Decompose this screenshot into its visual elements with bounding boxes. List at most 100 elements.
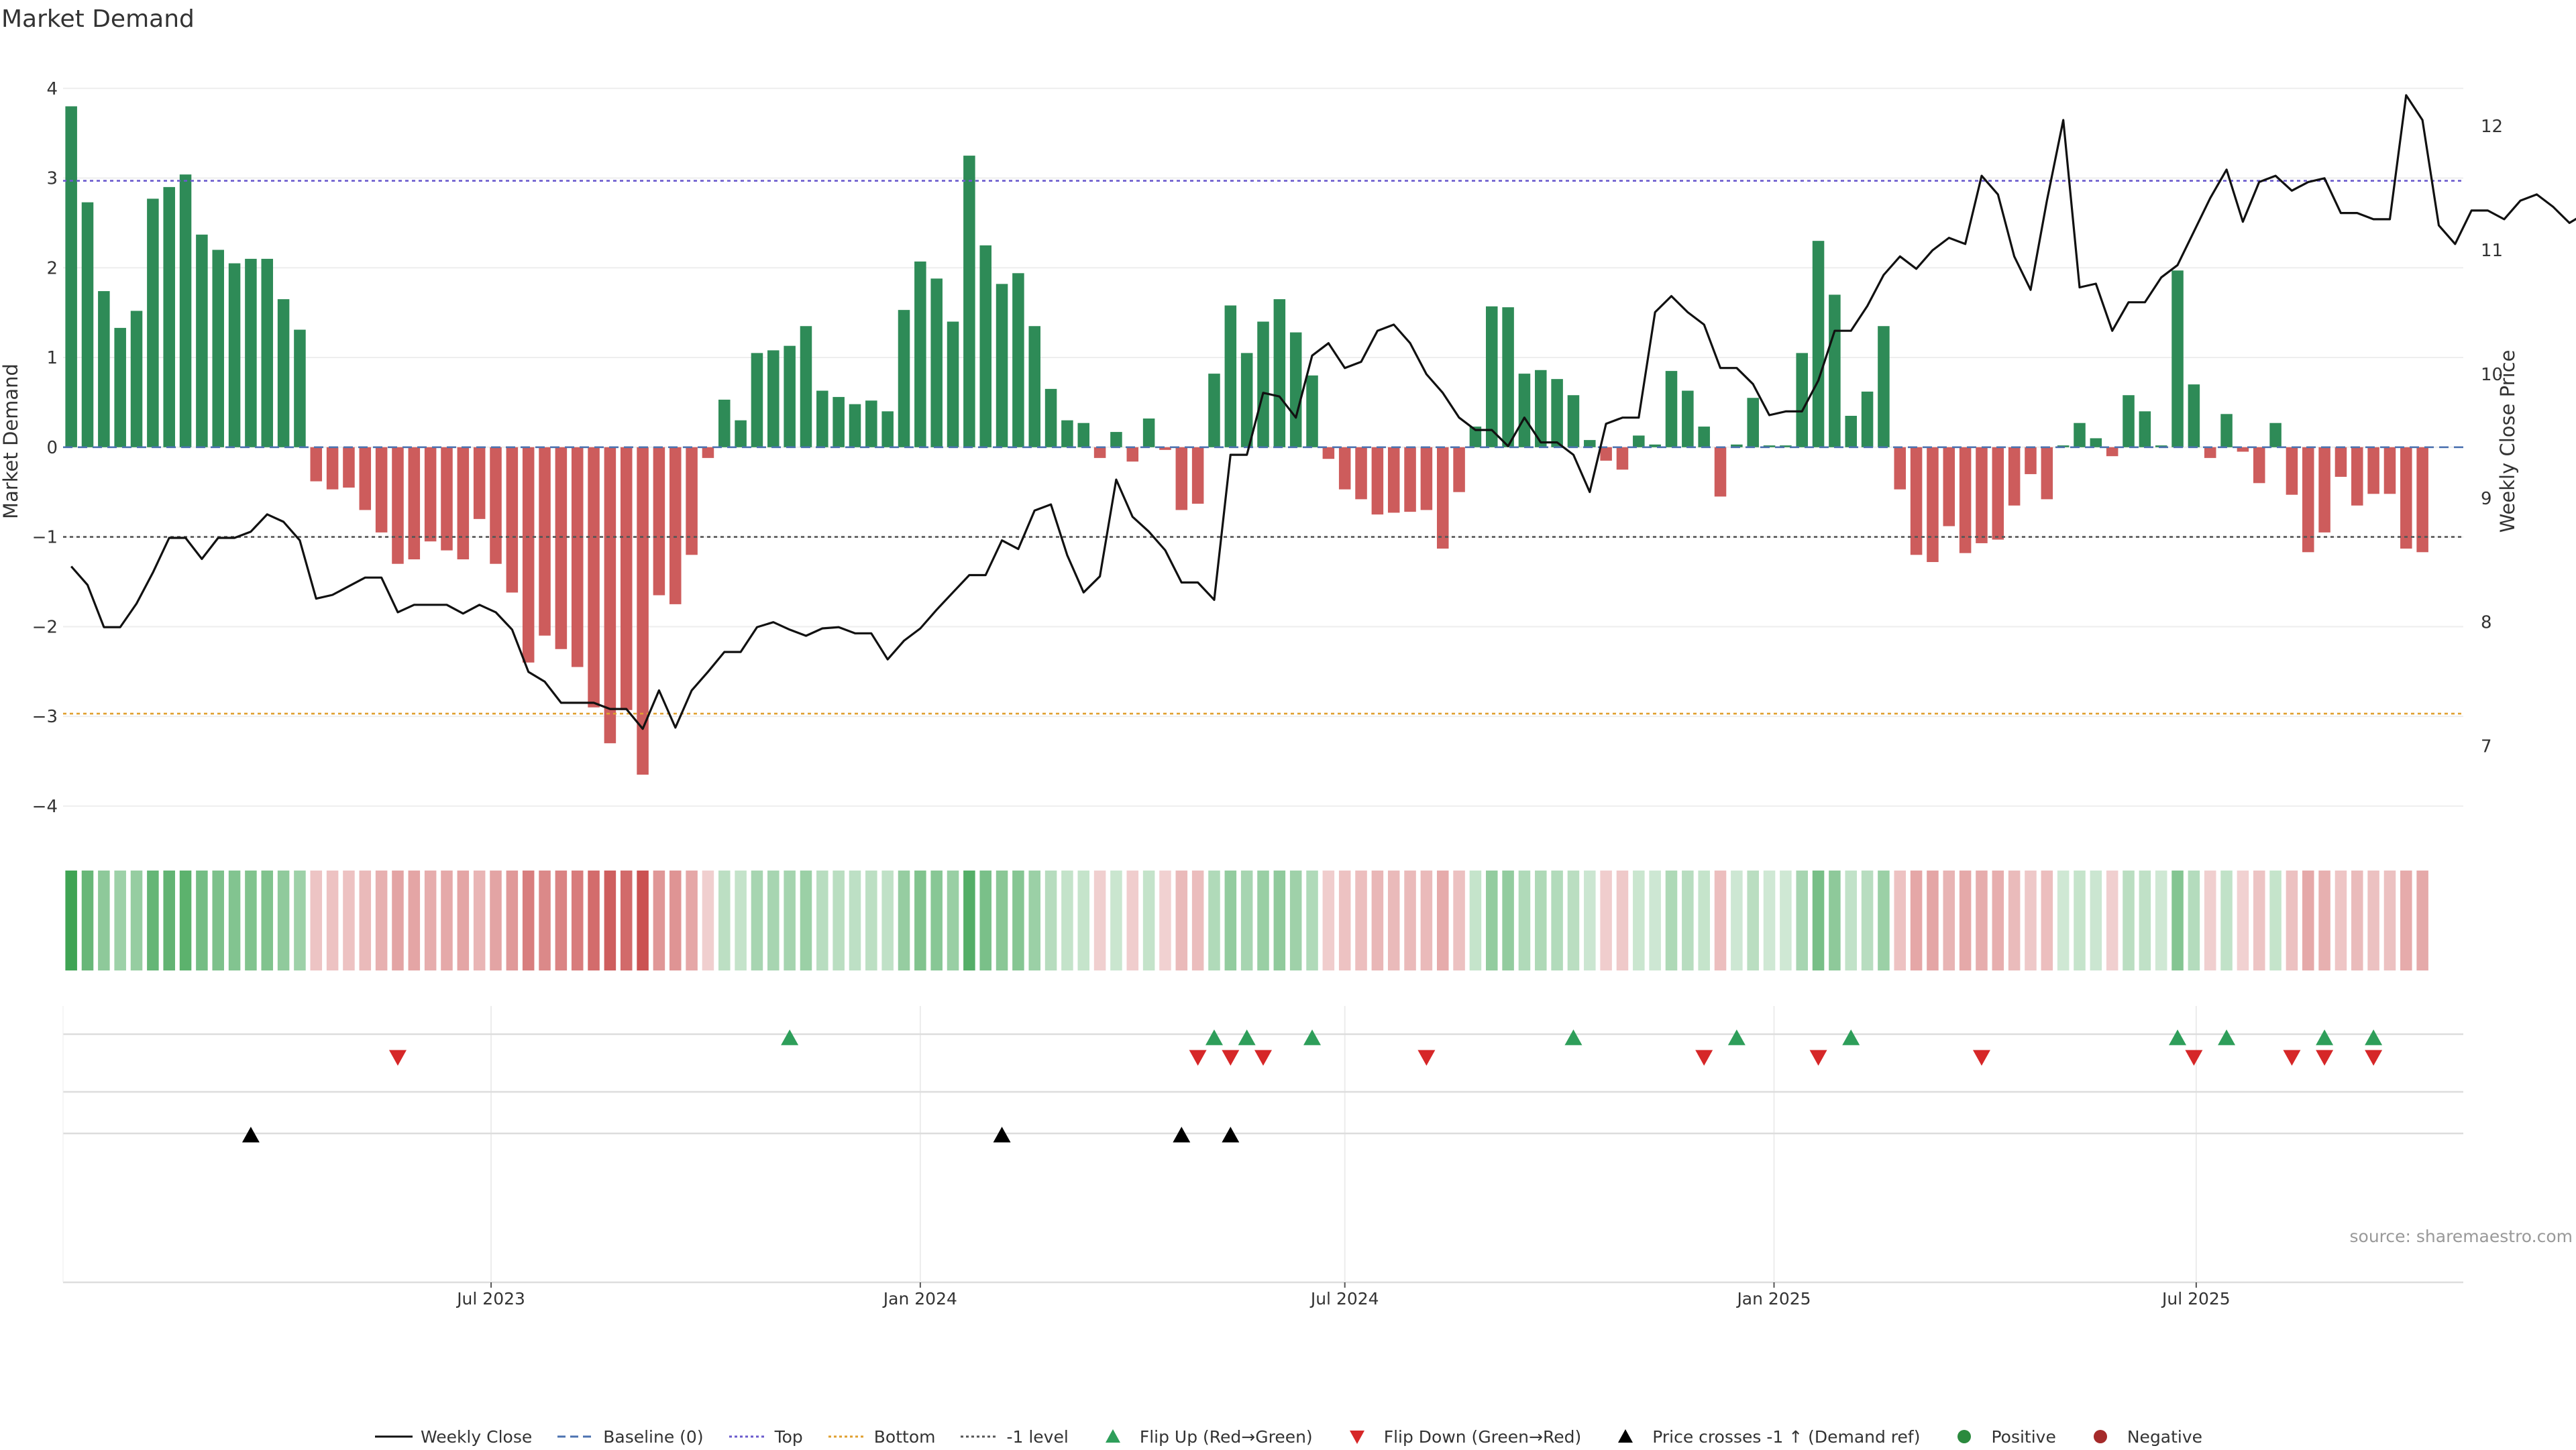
- heat-cell: [65, 871, 77, 970]
- demand-bar: [1861, 391, 1874, 447]
- heat-cell: [1796, 871, 1808, 970]
- legend-label: Price crosses -1 ↑ (Demand ref): [1652, 1427, 1921, 1447]
- heat-cell: [979, 871, 991, 970]
- heat-cell: [473, 871, 486, 970]
- demand-bar: [1616, 447, 1629, 470]
- heat-cell: [2286, 871, 2298, 970]
- price-cross-marker: [1222, 1127, 1240, 1143]
- legend-triangle-down-icon: [1349, 1431, 1364, 1444]
- price-cross-marker: [993, 1127, 1011, 1143]
- demand-bar: [2090, 438, 2102, 447]
- heat-cell: [163, 871, 175, 970]
- demand-bar: [1665, 371, 1678, 447]
- demand-bar: [2155, 445, 2167, 447]
- heat-cell: [1600, 871, 1612, 970]
- heat-cell: [2220, 871, 2233, 970]
- legend-symbol-icon: [961, 1435, 999, 1438]
- demand-bars: [65, 106, 2428, 775]
- heat-cell: [1322, 871, 1335, 970]
- demand-bar: [1959, 447, 1972, 553]
- heat-cell: [1714, 871, 1727, 970]
- demand-bar: [1747, 398, 1759, 447]
- demand-bar: [1093, 447, 1106, 458]
- heat-cell: [2383, 871, 2396, 970]
- demand-bar: [1649, 444, 1661, 447]
- demand-bar: [1142, 419, 1155, 447]
- heat-cell: [196, 871, 208, 970]
- demand-bar: [1976, 447, 1988, 543]
- demand-bar: [1420, 447, 1433, 510]
- heat-cell: [1616, 871, 1629, 970]
- heat-cell: [539, 871, 551, 970]
- heat-cell: [147, 871, 159, 970]
- demand-bar: [1567, 395, 1580, 447]
- heat-cell: [865, 871, 877, 970]
- legend-label: Flip Up (Red→Green): [1139, 1427, 1313, 1447]
- demand-bar: [1682, 390, 1694, 447]
- heat-cell: [2188, 871, 2200, 970]
- demand-bar: [2269, 423, 2282, 447]
- demand-bar: [1894, 447, 1907, 490]
- demand-bar: [130, 311, 143, 447]
- heat-cell: [1535, 871, 1547, 970]
- heat-cell: [751, 871, 763, 970]
- demand-bar: [1518, 374, 1531, 447]
- heat-cell: [1551, 871, 1563, 970]
- event-markers: [241, 1029, 2383, 1143]
- y-axis-left-ticks: −4 −3 −2 −1 0 1 2 3 4: [32, 79, 58, 817]
- heat-cell: [1028, 871, 1041, 970]
- heat-cell: [1698, 871, 1710, 970]
- legend-triangle-up-icon: [1618, 1429, 1633, 1443]
- demand-bar: [2171, 270, 2184, 447]
- flip-up-marker: [2316, 1029, 2334, 1046]
- heat-cell: [1208, 871, 1220, 970]
- legend-label: -1 level: [1006, 1427, 1069, 1447]
- demand-bar: [1322, 447, 1335, 459]
- heat-cell: [571, 871, 584, 970]
- heat-cell: [2416, 871, 2428, 970]
- heat-cell: [1436, 871, 1449, 970]
- legend-symbol-icon: [1957, 1430, 1972, 1443]
- demand-bar: [473, 447, 486, 519]
- demand-bar: [914, 261, 926, 447]
- heat-cell: [1943, 871, 1955, 970]
- demand-bar: [816, 390, 828, 447]
- x-tick-label: Jan 2024: [882, 1289, 957, 1308]
- heat-cell: [555, 871, 568, 970]
- y-left-tick-label: −1: [32, 528, 58, 548]
- demand-bar: [1175, 447, 1188, 510]
- flip-down-marker: [1254, 1050, 1272, 1066]
- x-tick-label: Jul 2023: [455, 1289, 525, 1308]
- heat-cell: [1142, 871, 1155, 970]
- heat-cell: [1273, 871, 1286, 970]
- price-cross-marker: [1173, 1127, 1191, 1143]
- demand-bar: [979, 245, 991, 447]
- legend-item: Price crosses -1 ↑ (Demand ref): [1605, 1427, 1920, 1447]
- demand-bar: [947, 321, 959, 447]
- demand-bar: [2334, 447, 2347, 477]
- heat-cell: [1861, 871, 1874, 970]
- heat-cell: [963, 871, 975, 970]
- flip-down-marker: [1189, 1050, 1207, 1066]
- heat-cell: [441, 871, 453, 970]
- demand-bar: [326, 447, 339, 490]
- y-right-tick-label: 10: [2481, 365, 2503, 385]
- demand-bar: [2286, 447, 2298, 495]
- demand-bar: [424, 447, 437, 542]
- heat-cell: [1747, 871, 1759, 970]
- demand-bar: [392, 447, 404, 564]
- demand-bar: [1763, 445, 1776, 447]
- heat-cell: [2025, 871, 2037, 970]
- weekly-close-line: [70, 94, 2576, 730]
- heat-cell: [784, 871, 796, 970]
- heat-cell: [114, 871, 126, 970]
- demand-bar: [1910, 447, 1923, 555]
- demand-bar: [1371, 447, 1384, 515]
- heat-cell: [2204, 871, 2216, 970]
- heat-cell: [81, 871, 94, 970]
- heat-cell: [881, 871, 894, 970]
- x-tick-label: Jul 2025: [2161, 1289, 2231, 1308]
- heat-cell: [1175, 871, 1188, 970]
- demand-bar: [1126, 447, 1139, 462]
- demand-bar: [1780, 445, 1792, 447]
